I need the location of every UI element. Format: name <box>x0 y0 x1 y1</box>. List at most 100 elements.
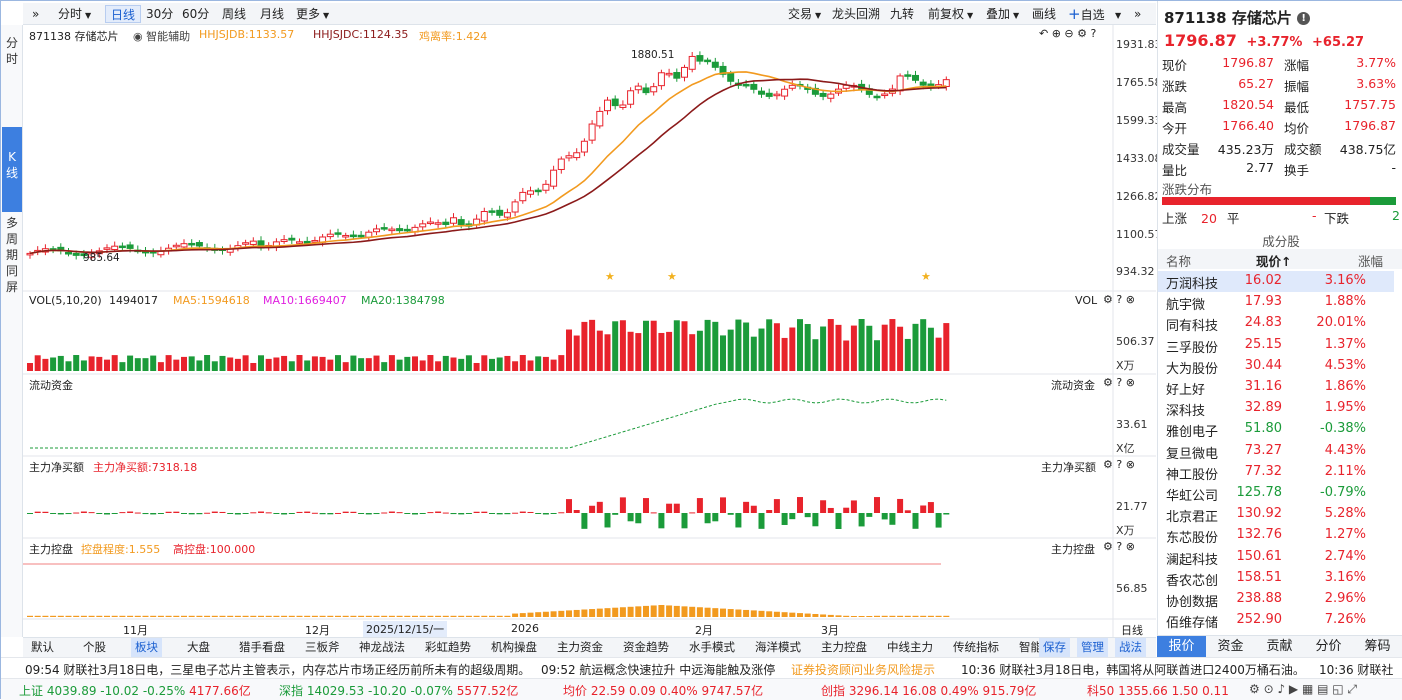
quote-tab[interactable]: 贡献 <box>1266 639 1293 654</box>
indicator-action-button[interactable]: 战法 <box>1115 638 1146 657</box>
comp-header-price[interactable]: 现价↑ <box>1256 254 1292 269</box>
indicator-tab[interactable]: 猎手看盘 <box>239 640 285 654</box>
period-tab-60min[interactable]: 60分 <box>182 7 210 21</box>
pane-tool-icons[interactable]: ⚙ ? ⊗ <box>1103 458 1135 471</box>
indicator-tab[interactable]: 海洋模式 <box>755 640 801 654</box>
volume-bar <box>781 337 788 371</box>
component-row[interactable]: 航宇微 17.93 1.88% <box>1158 292 1394 313</box>
status-icons[interactable]: ⚙ ⊙ ♪ ▶ ▦ ▤ ◱ ⤢ <box>1249 682 1358 696</box>
pane-tool-icons[interactable]: ⚙ ? ⊗ <box>1103 540 1135 553</box>
kline-chart-svg[interactable]: ★ ★ ★ <box>23 25 1156 637</box>
period-tab-day[interactable]: 日线 <box>105 5 142 23</box>
index-item[interactable]: 深指 14029.53 -10.20 -0.07% 5577.52亿 <box>279 682 518 699</box>
indicator-tab[interactable]: 大盘 <box>187 640 210 654</box>
component-name: 协创数据 <box>1166 595 1219 610</box>
netbuy-bar <box>650 512 657 514</box>
indicator-tab[interactable]: 神龙战法 <box>359 640 405 654</box>
component-row[interactable]: 好上好 31.16 1.86% <box>1158 377 1394 398</box>
component-row[interactable]: 同有科技 24.83 20.01% <box>1158 313 1394 334</box>
quote-tab[interactable]: 筹码 <box>1364 639 1391 654</box>
watchlist-dropdown-icon[interactable]: ▼ <box>1107 5 1126 23</box>
indicator-tab[interactable]: 板块 <box>131 638 162 657</box>
index-item[interactable]: 科50 1355.66 1.50 0.11 <box>1087 682 1229 699</box>
quote-tab[interactable]: 报价 <box>1157 636 1206 658</box>
leader-review-button[interactable]: 龙头回溯 <box>832 7 881 21</box>
indicator-tab[interactable]: 机构操盘 <box>491 640 537 654</box>
control-bar <box>157 615 164 617</box>
component-row[interactable]: 深科技 32.89 1.95% <box>1158 398 1394 419</box>
component-row[interactable]: 复旦微电 73.27 4.43% <box>1158 441 1394 462</box>
component-row[interactable]: 雅创电子 51.80 -0.38% <box>1158 419 1394 440</box>
more-dropdown[interactable]: 更多 ▼ <box>291 5 334 23</box>
component-row[interactable]: 华虹公司 125.78 -0.79% <box>1158 483 1394 504</box>
quote-tab[interactable]: 资金 <box>1217 639 1244 654</box>
indicator-action-button[interactable]: 管理 <box>1077 638 1108 657</box>
component-row[interactable]: 东芯股份 132.76 1.27% <box>1158 525 1394 546</box>
candle-body <box>480 211 488 222</box>
kline-tab[interactable]: K线 <box>2 127 22 212</box>
indicator-tab[interactable]: 中线主力 <box>887 640 933 654</box>
candle-body <box>688 55 696 70</box>
news-item[interactable]: 10:36 财联社 <box>1319 663 1394 677</box>
intraday-tab[interactable]: 分时 <box>5 36 18 66</box>
pane-tool-icons[interactable]: ⚙ ? ⊗ <box>1103 376 1135 389</box>
component-row[interactable]: 协创数据 238.88 2.96% <box>1158 589 1394 610</box>
period-tab-month[interactable]: 月线 <box>260 7 285 21</box>
volume-bar <box>581 321 588 371</box>
control-bar <box>473 615 480 617</box>
indicator-tab[interactable]: 资金趋势 <box>623 640 669 654</box>
component-row[interactable]: 香农芯创 158.51 3.16% <box>1158 568 1394 589</box>
news-item[interactable]: 09:52 航运概念快速拉升 中远海能触及涨停 <box>541 663 776 677</box>
overlay-dropdown[interactable]: 叠加 ▼ <box>981 5 1024 23</box>
period-dropdown[interactable]: 分时 ▼ <box>53 5 96 23</box>
control-bar <box>635 606 642 617</box>
control-legend-label: 主力控盘 <box>29 543 73 556</box>
pane-tool-icons[interactable]: ↶ ⊕ ⊖ ⚙ ? <box>1039 27 1097 40</box>
news-item[interactable]: 09:54 财联社3月18日电，三星电子芯片主管表示，内存芯片市场正经历前所未有… <box>25 663 531 677</box>
component-row[interactable]: 佰维存储 252.90 7.26% <box>1158 610 1394 631</box>
info-icon[interactable]: ! <box>1297 12 1311 25</box>
volume-bar <box>442 355 449 371</box>
component-row[interactable]: 大为股份 30.44 4.53% <box>1158 356 1394 377</box>
component-row[interactable]: 神工股份 77.32 2.11% <box>1158 462 1394 483</box>
index-item[interactable]: 均价 22.59 0.09 0.40% 9747.57亿 <box>563 682 763 699</box>
trade-dropdown[interactable]: 交易 ▼ <box>783 5 826 23</box>
multi-period-tab[interactable]: 多周期同屏 <box>5 216 18 294</box>
indicator-tab[interactable]: 传统指标 <box>953 640 999 654</box>
period-tab-week[interactable]: 周线 <box>222 7 247 21</box>
indicator-tab[interactable]: 主力资金 <box>557 640 603 654</box>
control-bar <box>489 615 495 617</box>
draw-line-button[interactable]: 画线 <box>1032 7 1057 21</box>
nine-turn-button[interactable]: 九转 <box>890 7 915 21</box>
smart-assist-toggle[interactable]: ◉ 智能辅助 <box>133 28 190 44</box>
quote-tab[interactable]: 分价 <box>1315 639 1342 654</box>
flow-line <box>30 398 947 449</box>
component-row[interactable]: 万润科技 16.02 3.16% <box>1158 271 1394 292</box>
adjust-dropdown[interactable]: 前复权 ▼ <box>923 5 978 23</box>
indicator-tab[interactable]: 水手模式 <box>689 640 735 654</box>
control-bar <box>920 615 927 617</box>
control-bar <box>304 615 311 617</box>
index-item[interactable]: 上证 4039.89 -10.02 -0.25% 4177.66亿 <box>19 682 251 699</box>
collapse-panel-icon[interactable]: » <box>1134 7 1142 21</box>
indicator-action-button[interactable]: 保存 <box>1039 638 1070 657</box>
component-row[interactable]: 北京君正 130.92 5.28% <box>1158 504 1394 525</box>
news-item[interactable]: 10:36 财联社3月18日电，韩国将从阿联酋进口2400万桶石油。 <box>961 663 1305 677</box>
pane-tool-icons[interactable]: ⚙ ? ⊗ <box>1103 293 1135 306</box>
indicator-tab[interactable]: 个股 <box>83 640 106 654</box>
indicator-tab[interactable]: 主力控盘 <box>821 640 867 654</box>
expand-toggle-icon[interactable]: » <box>32 7 40 21</box>
add-watchlist-button[interactable]: +自选 <box>1063 5 1110 23</box>
index-item[interactable]: 创指 3296.14 16.08 0.49% 915.79亿 <box>821 682 1036 699</box>
indicator-tab[interactable]: 三板斧 <box>305 640 340 654</box>
comp-header-pct[interactable]: 涨幅 <box>1358 254 1384 269</box>
component-row[interactable]: 澜起科技 150.61 2.74% <box>1158 547 1394 568</box>
component-row[interactable]: 三孚股份 25.15 1.37% <box>1158 335 1394 356</box>
indicator-tab[interactable]: 彩虹趋势 <box>425 640 471 654</box>
indicator-tab[interactable]: 默认 <box>31 640 54 654</box>
comp-header-name[interactable]: 名称 <box>1166 254 1192 269</box>
netbuy-right-label: 主力净买额 <box>1041 461 1096 474</box>
control-bar <box>396 615 403 617</box>
period-tab-30min[interactable]: 30分 <box>146 7 174 21</box>
risk-notice-link[interactable]: 证券投资顾问业务风险提示 <box>791 663 936 677</box>
